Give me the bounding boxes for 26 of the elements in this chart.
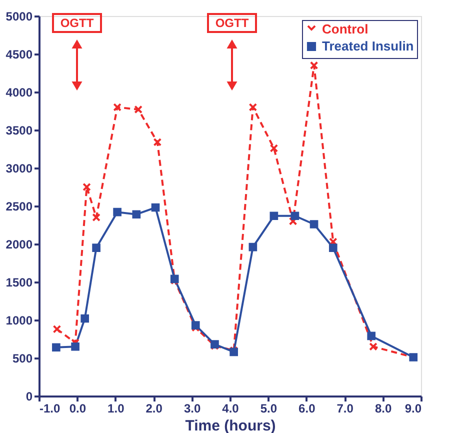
legend-label: Control — [322, 22, 368, 36]
y-tick-label: 2500 — [6, 200, 33, 214]
x-tick-label: 8.0 — [374, 402, 392, 416]
y-tick-label: 4500 — [6, 48, 33, 62]
x-tick-label: 5.0 — [260, 402, 278, 416]
y-tick-label: 4000 — [6, 86, 33, 100]
y-tick-label: 500 — [12, 352, 33, 366]
x-tick-label: 9.0 — [404, 402, 422, 416]
y-tick-label: 1500 — [6, 276, 33, 290]
x-tick-label: 3.0 — [184, 402, 201, 416]
y-tick-label: 0 — [26, 390, 33, 404]
x-tick-label: 1.0 — [108, 402, 125, 416]
y-tick-label: 1000 — [6, 314, 33, 328]
x-tick-label: -1.0 — [40, 402, 61, 416]
y-tick-label: 5000 — [6, 10, 33, 24]
annotation: OGTT — [60, 16, 94, 30]
x-tick-label: 6.0 — [298, 402, 316, 416]
legend-label: Treated Insulin — [322, 38, 414, 54]
y-tick-label: 3500 — [6, 124, 33, 138]
y-tick-label: 2000 — [6, 238, 33, 252]
x-tick-label: 2.0 — [146, 402, 163, 416]
x-tick-label: 4.0 — [222, 402, 240, 416]
x-tick-label: 0.0 — [69, 402, 86, 416]
y-tick-label: 3000 — [6, 162, 33, 176]
annotation: OGTT — [215, 16, 250, 30]
x-tick-label: 7.0 — [336, 402, 354, 416]
